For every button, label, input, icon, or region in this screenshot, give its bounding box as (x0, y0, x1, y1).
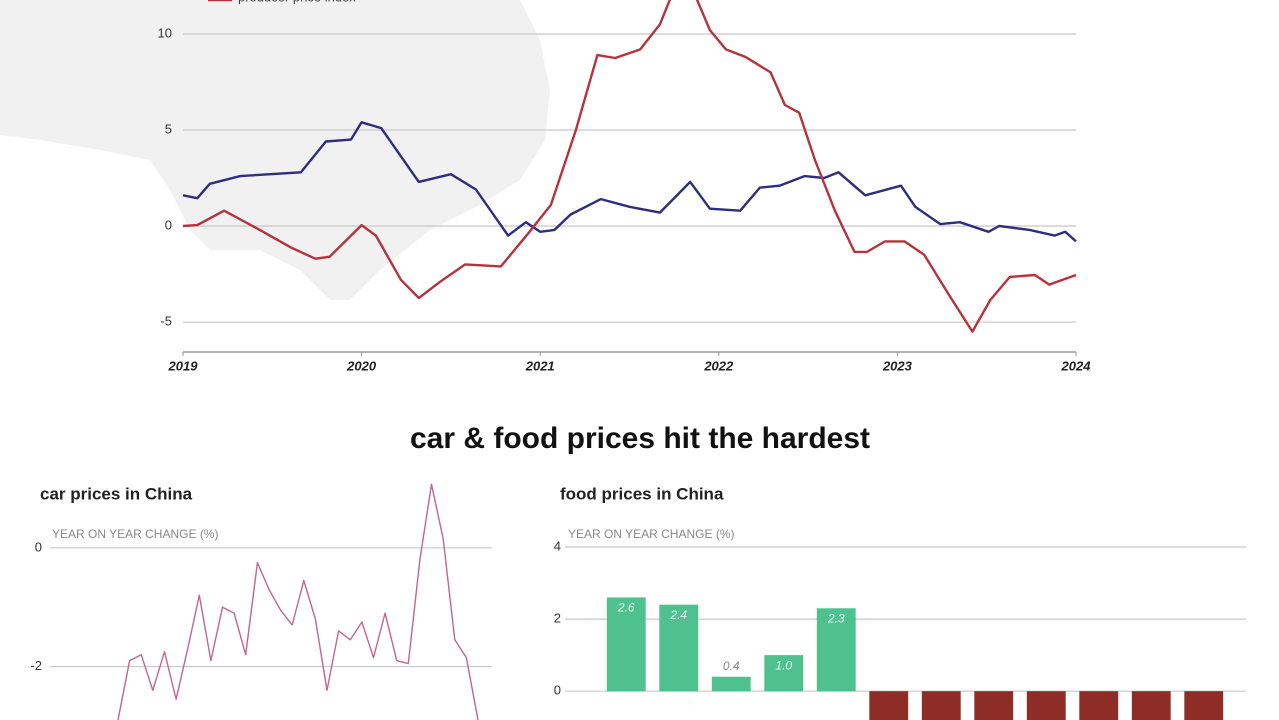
y-tick-label: 2 (554, 611, 561, 626)
y-tick-label: -2 (30, 658, 42, 673)
y-tick-label: 0 (554, 683, 561, 698)
value-label: 2.3 (827, 611, 845, 625)
y-tick-label: 4 (554, 538, 561, 553)
x-tick-label: 2019 (168, 358, 199, 373)
axis-subtitle: YEAR ON YEAR CHANGE (%) (568, 527, 734, 541)
map-background (0, 0, 550, 300)
bar (1131, 691, 1171, 720)
value-label: 2.4 (669, 608, 687, 622)
chart-title: food prices in China (560, 484, 724, 503)
x-tick-label: 2022 (703, 358, 734, 373)
bar (921, 691, 961, 720)
bar (764, 655, 804, 692)
value-label: 0.4 (723, 659, 740, 673)
section-heading: car & food prices hit the hardest (410, 422, 870, 455)
bar (974, 691, 1014, 720)
y-tick-label: 0 (35, 539, 42, 554)
x-tick-label: 2021 (525, 358, 555, 373)
y-tick-label: 10 (158, 25, 172, 40)
bar (1079, 691, 1119, 720)
y-tick-label: -5 (160, 313, 172, 328)
x-tick-label: 2020 (346, 358, 377, 373)
bar (1184, 691, 1224, 720)
bar (711, 676, 751, 692)
series-line (182, 0, 1077, 333)
bar (606, 597, 646, 692)
y-tick-label: 0 (165, 217, 172, 232)
x-tick-label: 2023 (882, 358, 913, 373)
chart-title: car prices in China (40, 484, 193, 503)
bar (869, 691, 909, 720)
x-tick-label: 2024 (1061, 358, 1092, 373)
series-line (182, 121, 1077, 243)
series-line (117, 483, 479, 720)
legend-label: producer price index (238, 0, 356, 4)
bar (816, 608, 856, 692)
value-label: 1.0 (775, 658, 792, 672)
axis-subtitle: YEAR ON YEAR CHANGE (%) (52, 527, 218, 541)
y-tick-label: 5 (165, 121, 172, 136)
value-label: 2.6 (617, 601, 635, 615)
bar (659, 604, 699, 692)
bar (1026, 691, 1066, 720)
